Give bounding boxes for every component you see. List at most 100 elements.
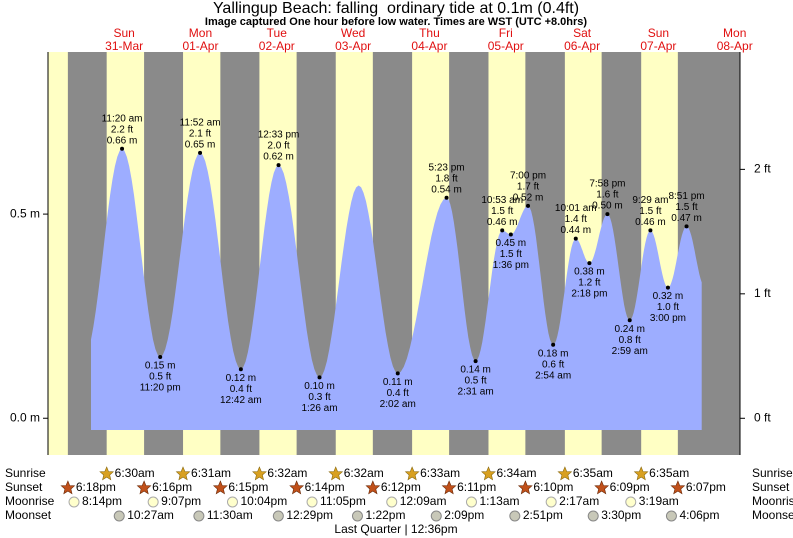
- extreme-label: 0.44 m: [560, 225, 591, 236]
- extreme-label: 1.5 ft: [675, 202, 697, 213]
- y2-tick-label: 2 ft: [754, 162, 771, 176]
- extreme-label: 0.66 m: [107, 135, 138, 146]
- moon-phase: Last Quarter | 12:36pm: [334, 522, 457, 536]
- moonset-icon: [193, 510, 205, 522]
- extreme-label: 0.47 m: [671, 213, 702, 224]
- extreme-label: 7:58 pm: [589, 179, 625, 190]
- event-row-label: Moonset: [5, 508, 52, 522]
- day-date: 01-Apr: [182, 39, 218, 53]
- extreme-label: 2:54 am: [535, 370, 571, 381]
- event-time: 10:04pm: [240, 494, 287, 508]
- extreme-point: [395, 371, 400, 376]
- event-time: 12:09am: [400, 494, 447, 508]
- extreme-point: [158, 355, 163, 360]
- moonset-icon: [509, 510, 521, 522]
- extreme-label: 0.18 m: [538, 348, 569, 359]
- extreme-label: 0.45 m: [496, 238, 527, 249]
- event-time: 6:11pm: [457, 480, 496, 494]
- moonset-icon: [272, 510, 284, 522]
- extreme-point: [587, 261, 592, 266]
- event-row-label: Sunrise: [752, 466, 793, 480]
- extreme-label: 0.10 m: [304, 381, 335, 392]
- extreme-label: 11:20 pm: [140, 383, 181, 394]
- event-row-label: Sunrise: [5, 466, 46, 480]
- extreme-label: 0.52 m: [513, 193, 544, 204]
- moonrise-icon: [545, 496, 557, 508]
- event-time: 12:29pm: [286, 508, 333, 522]
- extreme-label: 2:59 am: [612, 346, 648, 357]
- event-time: 2:17am: [559, 494, 599, 508]
- extreme-label: 0.46 m: [487, 217, 518, 228]
- moonrise-icon: [625, 496, 637, 508]
- extreme-label: 9:29 am: [632, 195, 668, 206]
- event-time: 6:10pm: [533, 480, 573, 494]
- moonrise-icon: [226, 496, 238, 508]
- sunrise-icon: [175, 466, 191, 481]
- extreme-point: [627, 318, 632, 323]
- extreme-point: [473, 359, 478, 364]
- extreme-label: 0.5 ft: [464, 376, 486, 387]
- day-date: 02-Apr: [259, 39, 295, 53]
- extreme-label: 1.5 ft: [639, 206, 661, 217]
- day-weekday: Wed: [341, 26, 365, 40]
- event-time: 11:30am: [207, 508, 253, 522]
- extreme-point: [526, 203, 531, 208]
- sunset-icon: [517, 480, 533, 495]
- extreme-label: 2:18 pm: [571, 289, 607, 300]
- moonrise-icon: [68, 496, 80, 508]
- sunrise-icon: [633, 466, 649, 481]
- day-date: 03-Apr: [335, 39, 371, 53]
- event-time: 1:13am: [479, 494, 519, 508]
- extreme-label: 0.6 ft: [542, 359, 564, 370]
- sunset-icon: [365, 480, 381, 495]
- moonrise-icon: [386, 496, 398, 508]
- extreme-label: 2.2 ft: [111, 124, 133, 135]
- extreme-label: 2.0 ft: [267, 141, 289, 152]
- day-date: 08-Apr: [717, 39, 753, 53]
- moonset-icon: [430, 510, 442, 522]
- extreme-label: 1.4 ft: [565, 214, 587, 225]
- event-time: 2:09pm: [444, 508, 484, 522]
- extreme-label: 0.11 m: [383, 377, 413, 388]
- event-time: 6:18pm: [76, 480, 116, 494]
- extreme-point: [444, 195, 449, 200]
- extreme-label: 3:00 pm: [650, 313, 686, 324]
- event-time: 6:31am: [191, 466, 231, 480]
- day-weekday: Sun: [113, 26, 134, 40]
- extreme-point: [605, 212, 610, 217]
- extreme-label: 10:53 am: [481, 195, 523, 206]
- day-weekday: Fri: [499, 26, 513, 40]
- extreme-label: 1.7 ft: [517, 182, 539, 193]
- event-row-label: Moonrise: [5, 494, 55, 508]
- event-time: 6:15pm: [228, 480, 268, 494]
- event-time: 6:16pm: [152, 480, 192, 494]
- chart-title: Yallingup Beach: falling ordinary tide a…: [213, 0, 579, 17]
- extreme-label: 0.32 m: [653, 291, 684, 302]
- sunrise-icon: [99, 466, 115, 481]
- sunset-icon: [136, 480, 152, 495]
- day-date: 04-Apr: [411, 39, 447, 53]
- sunrise-icon: [557, 466, 573, 481]
- event-time: 4:06pm: [679, 508, 719, 522]
- extreme-point: [317, 375, 322, 380]
- extreme-label: 12:42 am: [220, 395, 262, 406]
- extreme-point: [665, 285, 670, 290]
- extreme-point: [198, 150, 203, 155]
- event-time: 6:12pm: [381, 480, 421, 494]
- extreme-label: 2.1 ft: [189, 128, 211, 139]
- chart-subtitle: Image captured One hour before low water…: [205, 16, 587, 28]
- extreme-label: 7:00 pm: [510, 171, 546, 182]
- day-weekday: Tue: [267, 26, 288, 40]
- extreme-label: 1:26 am: [301, 403, 337, 414]
- extreme-point: [648, 228, 653, 233]
- event-time: 6:32am: [267, 466, 307, 480]
- extreme-label: 2:02 am: [380, 399, 416, 410]
- moonset-icon: [665, 510, 677, 522]
- y-tick-label: 0.0 m: [10, 410, 40, 424]
- extreme-label: 0.62 m: [263, 152, 294, 163]
- extreme-label: 0.65 m: [185, 139, 216, 150]
- moonrise-icon: [465, 496, 477, 508]
- event-time: 6:33am: [420, 466, 460, 480]
- extreme-point: [276, 163, 281, 168]
